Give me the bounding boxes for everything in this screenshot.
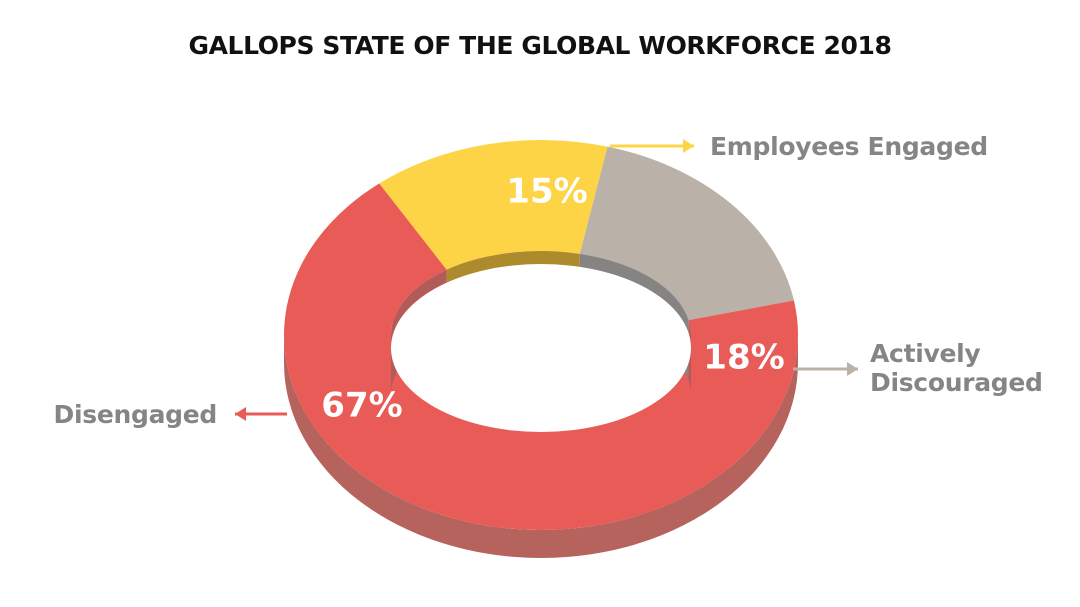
donut-hole bbox=[391, 264, 691, 432]
callout-label-line: Actively bbox=[870, 339, 980, 368]
value-label-employees-engaged: 15% bbox=[506, 172, 587, 212]
value-label-disengaged: 67% bbox=[321, 386, 402, 426]
callout-label-employees-engaged: Employees Engaged bbox=[710, 132, 988, 161]
hole-floor bbox=[391, 264, 691, 432]
slice-disengaged bbox=[284, 183, 799, 530]
arrow-icon bbox=[235, 407, 246, 421]
arrow-icon bbox=[847, 362, 858, 376]
callout-actively-discouraged: Actively Discouraged bbox=[793, 339, 1043, 397]
callout-label-line: Discouraged bbox=[870, 368, 1043, 397]
value-label-actively-discouraged: 18% bbox=[703, 338, 784, 378]
callout-label-actively-discouraged: Actively Discouraged bbox=[870, 339, 1043, 397]
donut-top-face bbox=[284, 139, 799, 530]
slice-actively-discouraged bbox=[579, 146, 794, 321]
chart-title: GALLOPS STATE OF THE GLOBAL WORKFORCE 20… bbox=[188, 31, 892, 60]
slice-value-labels: 15% 18% 67% bbox=[321, 172, 784, 426]
callout-disengaged: Disengaged bbox=[54, 400, 287, 429]
callout-employees-engaged: Employees Engaged bbox=[610, 132, 988, 161]
callout-label-disengaged: Disengaged bbox=[54, 400, 217, 429]
callout-label-line: Disengaged bbox=[54, 400, 217, 429]
slice-employees-engaged bbox=[379, 139, 608, 270]
callout-label-line: Employees Engaged bbox=[710, 132, 988, 161]
slice-callouts: Employees Engaged Actively Discouraged Dise… bbox=[54, 132, 1043, 429]
arrow-icon bbox=[683, 139, 694, 153]
